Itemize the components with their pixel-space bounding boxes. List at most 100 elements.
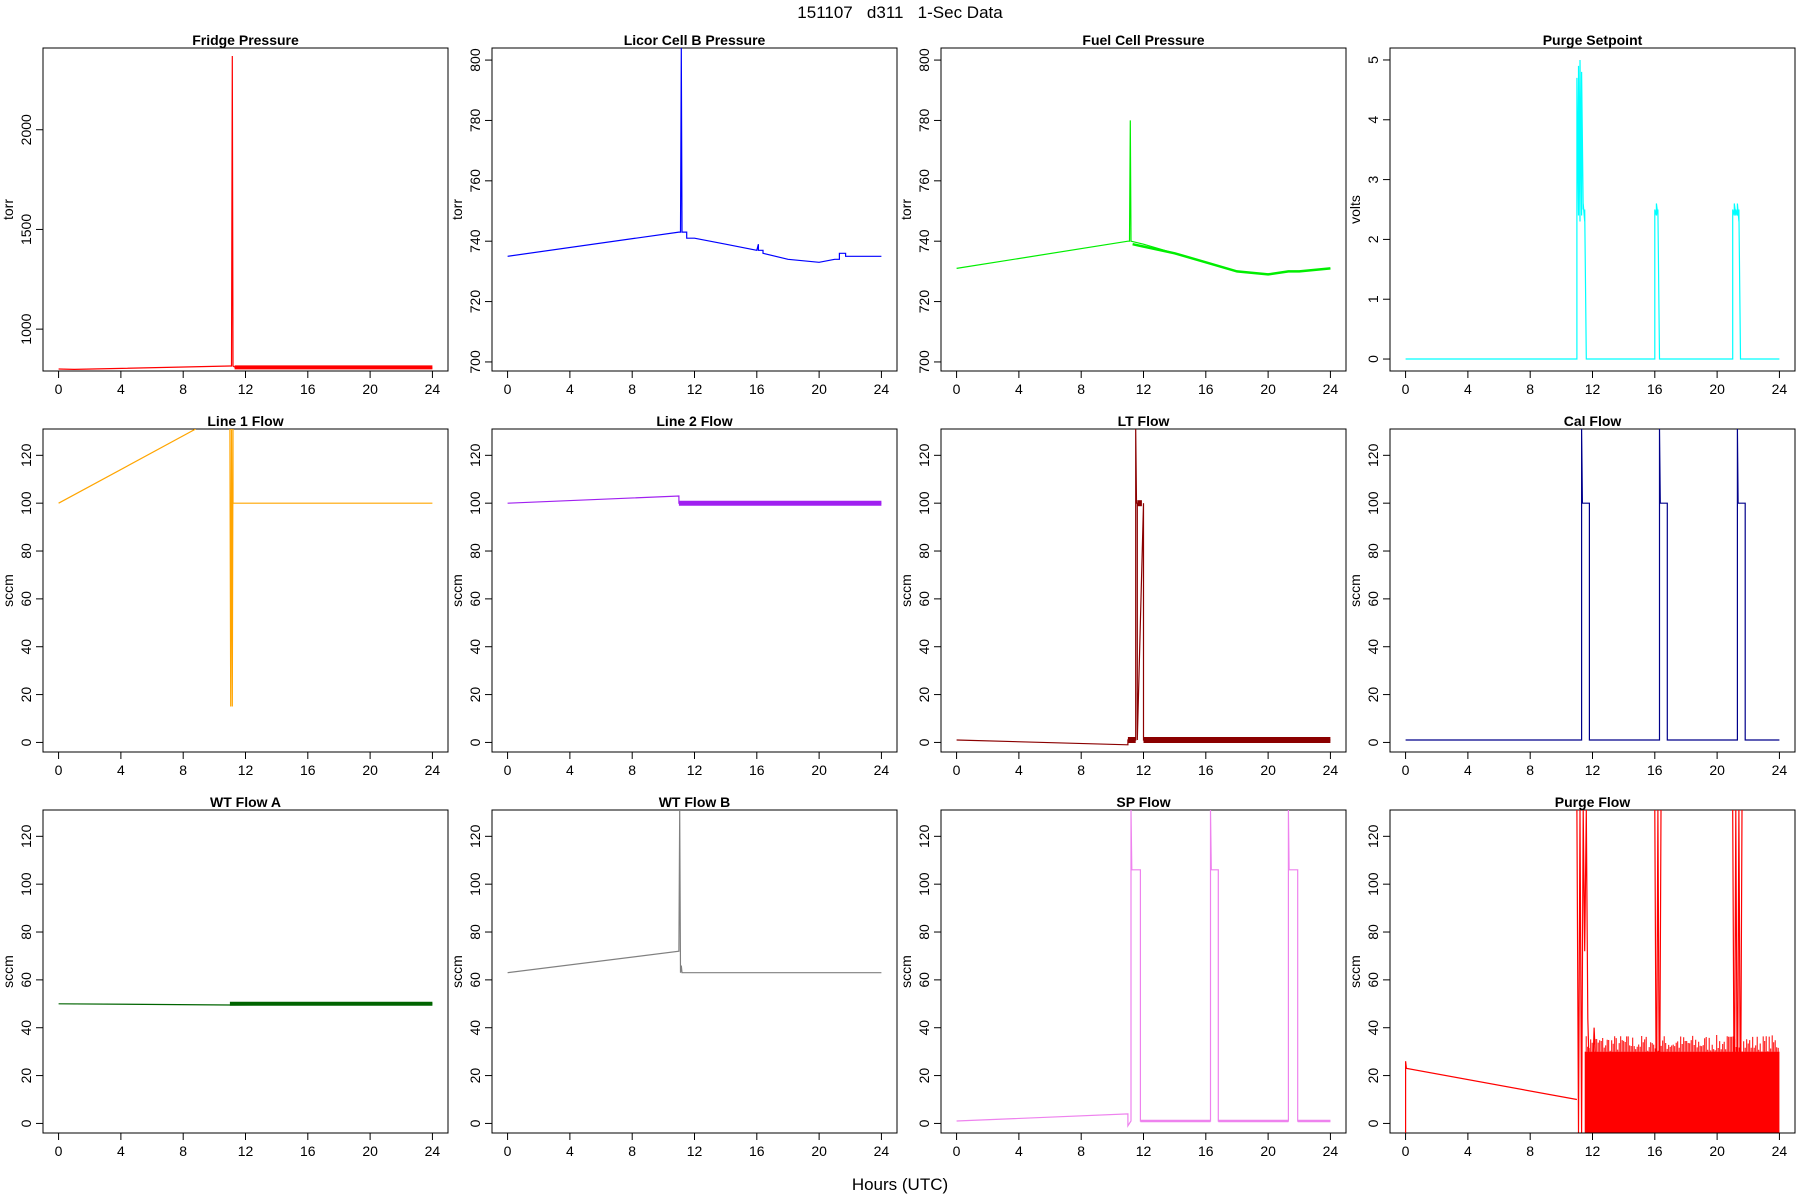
sp-flow-x-tick-label: 16 <box>1198 1143 1214 1159</box>
wt-flow-a-y-tick-label: 100 <box>18 872 34 896</box>
cal-flow-x-tick-label: 12 <box>1585 762 1601 778</box>
panel-cal-flow: Cal Flow sccm 0 4 8 12 16 20 24 0 20 40 60 80 100 120 <box>1347 413 1796 778</box>
wt-flow-b-plot-frame <box>491 809 898 1134</box>
cal-flow-y-tick-label: 0 <box>1365 738 1381 746</box>
lt-flow-y-tick-label: 120 <box>916 443 932 467</box>
line-1-flow-x-tick-label: 4 <box>117 762 125 778</box>
purge-setpoint-y-tick-label: 3 <box>1365 175 1381 183</box>
purge-flow-x-tick-label: 20 <box>1709 1143 1725 1159</box>
line-2-flow-title: Line 2 Flow <box>656 413 732 429</box>
lt-flow-x-tick-label: 24 <box>1323 762 1339 778</box>
line-2-flow-x-tick-label: 12 <box>687 762 703 778</box>
line-1-flow-series-line-0 <box>58 429 196 504</box>
line-1-flow-series-line-1 <box>229 429 433 707</box>
licor-cell-b-pressure-plot-frame <box>491 47 898 372</box>
line-1-flow-y-tick-label: 120 <box>18 443 34 467</box>
licor-cell-b-pressure-x-tick-label: 4 <box>566 381 574 397</box>
fridge-pressure-x-tick-label: 16 <box>300 381 316 397</box>
cal-flow-x-tick-label: 24 <box>1772 762 1788 778</box>
sp-flow-y-tick-label: 40 <box>916 1020 932 1036</box>
panel-fridge-pressure: Fridge Pressure torr 0 4 8 12 16 20 24 1000 1500 20… <box>0 32 449 397</box>
wt-flow-b-y-tick-label: 80 <box>467 924 483 940</box>
fridge-pressure-y-tick-label: 1000 <box>18 313 34 344</box>
wt-flow-b-y-tick-label: 120 <box>467 824 483 848</box>
fridge-pressure-y-tick-label: 1500 <box>18 214 34 245</box>
lt-flow-y-tick-label: 80 <box>916 543 932 559</box>
line-2-flow-x-tick-label: 4 <box>566 762 574 778</box>
purge-flow-y-tick-label: 0 <box>1365 1119 1381 1127</box>
wt-flow-b-x-tick-label: 24 <box>874 1143 890 1159</box>
fuel-cell-pressure-y-tick-label: 760 <box>916 169 932 193</box>
wt-flow-b-y-tick-label: 20 <box>467 1068 483 1084</box>
purge-flow-x-tick-label: 4 <box>1464 1143 1472 1159</box>
fridge-pressure-x-tick-label: 4 <box>117 381 125 397</box>
licor-cell-b-pressure-x-tick-label: 16 <box>749 381 765 397</box>
purge-flow-y-tick-label: 40 <box>1365 1020 1381 1036</box>
lt-flow-x-tick-label: 4 <box>1015 762 1023 778</box>
wt-flow-a-y-tick-label: 80 <box>18 924 34 940</box>
purge-setpoint-x-tick-label: 12 <box>1585 381 1601 397</box>
sp-flow-y-tick-label: 100 <box>916 872 932 896</box>
sp-flow-x-tick-label: 4 <box>1015 1143 1023 1159</box>
sp-flow-x-tick-label: 20 <box>1260 1143 1276 1159</box>
lt-flow-series-line-0 <box>956 429 1331 746</box>
licor-cell-b-pressure-x-tick-label: 8 <box>628 381 636 397</box>
fridge-pressure-y-tick-label: 2000 <box>18 114 34 145</box>
purge-setpoint-y-axis-label: volts <box>1347 195 1363 224</box>
line-2-flow-y-tick-label: 0 <box>467 738 483 746</box>
cal-flow-y-axis-label: sccm <box>1347 574 1363 607</box>
cal-flow-y-tick-label: 40 <box>1365 639 1381 655</box>
licor-cell-b-pressure-y-tick-label: 720 <box>467 290 483 314</box>
wt-flow-a-x-tick-label: 16 <box>300 1143 316 1159</box>
panel-purge-flow: Purge Flow sccm 0 4 8 12 16 20 24 0 20 40 60 80 100 120 <box>1347 794 1796 1159</box>
fuel-cell-pressure-x-tick-label: 20 <box>1260 381 1276 397</box>
licor-cell-b-pressure-y-tick-label: 780 <box>467 109 483 133</box>
fridge-pressure-x-tick-label: 24 <box>425 381 441 397</box>
purge-flow-y-tick-label: 80 <box>1365 924 1381 940</box>
line-1-flow-title: Line 1 Flow <box>207 413 283 429</box>
fridge-pressure-x-tick-label: 20 <box>362 381 378 397</box>
lt-flow-x-tick-label: 0 <box>953 762 961 778</box>
line-1-flow-x-tick-label: 8 <box>179 762 187 778</box>
wt-flow-a-x-tick-label: 0 <box>55 1143 63 1159</box>
line-1-flow-y-tick-label: 60 <box>18 591 34 607</box>
purge-setpoint-title: Purge Setpoint <box>1543 32 1643 48</box>
fridge-pressure-title: Fridge Pressure <box>192 32 299 48</box>
cal-flow-y-tick-label: 20 <box>1365 687 1381 703</box>
line-1-flow-plot-frame <box>42 428 449 753</box>
line-2-flow-y-tick-label: 80 <box>467 543 483 559</box>
wt-flow-b-y-tick-label: 0 <box>467 1119 483 1127</box>
lt-flow-y-tick-label: 0 <box>916 738 932 746</box>
licor-cell-b-pressure-y-tick-label: 800 <box>467 48 483 72</box>
line-1-flow-x-tick-label: 16 <box>300 762 316 778</box>
purge-setpoint-y-tick-label: 1 <box>1365 295 1381 303</box>
fuel-cell-pressure-y-tick-label: 800 <box>916 48 932 72</box>
wt-flow-b-x-tick-label: 16 <box>749 1143 765 1159</box>
purge-flow-x-tick-label: 12 <box>1585 1143 1601 1159</box>
panel-line-1-flow: Line 1 Flow sccm 0 4 8 12 16 20 24 0 20 40 60 80 100 12… <box>0 413 449 778</box>
cal-flow-data <box>1405 429 1780 741</box>
fuel-cell-pressure-x-tick-label: 4 <box>1015 381 1023 397</box>
licor-cell-b-pressure-x-tick-label: 0 <box>504 381 512 397</box>
wt-flow-b-x-tick-label: 0 <box>504 1143 512 1159</box>
line-2-flow-y-tick-label: 100 <box>467 491 483 515</box>
purge-flow-x-tick-label: 8 <box>1526 1143 1534 1159</box>
fridge-pressure-x-tick-label: 0 <box>55 381 63 397</box>
purge-setpoint-x-tick-label: 20 <box>1709 381 1725 397</box>
wt-flow-a-x-tick-label: 8 <box>179 1143 187 1159</box>
wt-flow-b-y-tick-label: 40 <box>467 1020 483 1036</box>
line-1-flow-y-axis-label: sccm <box>0 574 16 607</box>
purge-setpoint-y-tick-label: 2 <box>1365 235 1381 243</box>
cal-flow-x-tick-label: 4 <box>1464 762 1472 778</box>
wt-flow-a-x-tick-label: 20 <box>362 1143 378 1159</box>
wt-flow-b-y-axis-label: sccm <box>449 955 465 988</box>
fridge-pressure-plot-frame <box>42 47 449 372</box>
sp-flow-title: SP Flow <box>1116 794 1170 810</box>
fuel-cell-pressure-series-line-1 <box>1132 242 1331 276</box>
line-2-flow-x-tick-label: 24 <box>874 762 890 778</box>
fuel-cell-pressure-series-line-0 <box>956 120 1331 276</box>
wt-flow-a-title: WT Flow A <box>210 794 281 810</box>
panel-licor-cell-b-pressure: Licor Cell B Pressure torr 0 4 8 12 16 20 24 700 7… <box>449 32 898 397</box>
fridge-pressure-data <box>58 55 433 371</box>
